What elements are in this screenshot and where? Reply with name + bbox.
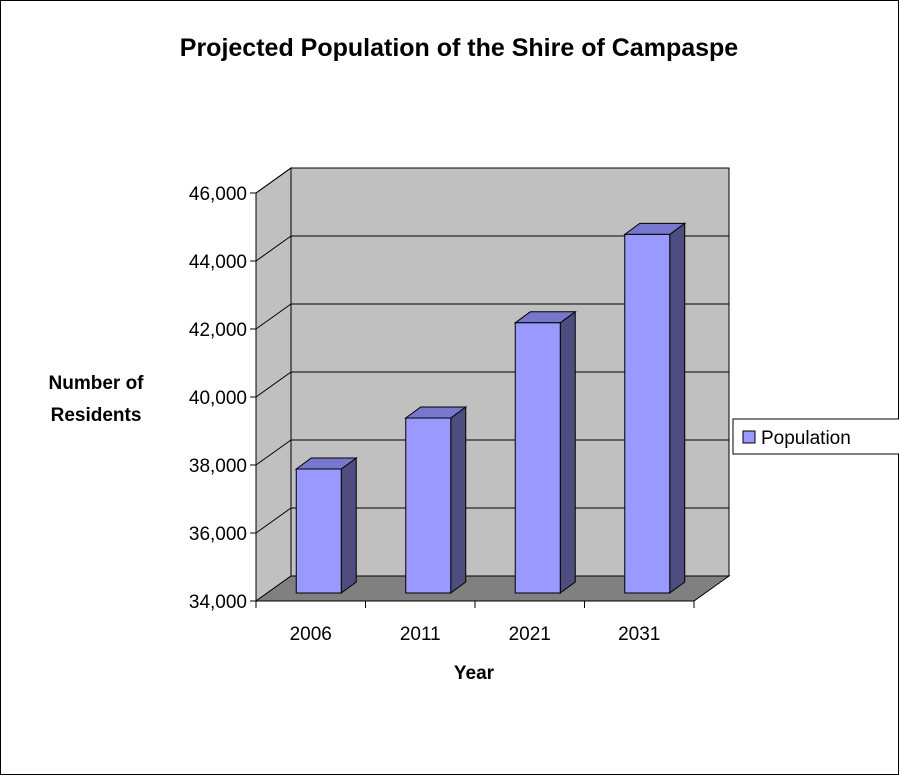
legend-swatch <box>742 430 756 444</box>
bar-2031 <box>623 222 687 594</box>
gridline-side <box>255 371 292 398</box>
y-tick-label: 36,000 <box>189 524 247 545</box>
bar-side <box>450 406 467 594</box>
bar-side <box>669 222 686 594</box>
gridline-side <box>255 235 292 262</box>
x-tick-labels: 2006 2011 2021 2031 <box>290 624 661 645</box>
axes <box>250 192 695 608</box>
bar-front <box>295 468 342 594</box>
gridline-side <box>255 303 292 330</box>
y-tick-labels: 34,000 36,000 38,000 40,000 42,000 44,000 46,0… <box>189 184 247 613</box>
y-tick-label: 34,000 <box>189 592 247 613</box>
x-tick-label: 2021 <box>509 624 551 645</box>
bar-2011 <box>404 406 468 594</box>
x-tick-label: 2031 <box>618 624 660 645</box>
chart-title: Projected Population of the Shire of Cam… <box>180 34 739 62</box>
y-axis-title-line-2: Residents <box>51 405 142 426</box>
bar-2006 <box>294 457 358 594</box>
legend-label-population: Population <box>761 428 851 449</box>
bar-2021 <box>513 310 577 594</box>
x-axis-title: Year <box>454 663 495 684</box>
x-tick-label: 2006 <box>290 624 332 645</box>
bar-front <box>514 322 561 594</box>
y-axis-title-line-1: Number of <box>49 373 145 394</box>
legend-box <box>732 418 899 455</box>
gridline-side <box>255 439 292 466</box>
y-tick-label: 44,000 <box>189 252 247 273</box>
y-tick-label: 42,000 <box>189 320 247 341</box>
x-tick-label: 2011 <box>400 624 441 645</box>
bar-front <box>405 417 452 594</box>
y-tick-label: 46,000 <box>189 184 247 205</box>
y-tick-label: 38,000 <box>189 456 247 477</box>
y-tick-label: 40,000 <box>189 388 247 409</box>
bar-side <box>340 457 357 594</box>
legend: Population <box>732 418 899 455</box>
bar-side <box>559 310 576 594</box>
bars <box>294 222 687 594</box>
bar-front <box>624 233 671 594</box>
gridline-side <box>255 167 292 194</box>
gridline-side <box>255 507 292 534</box>
